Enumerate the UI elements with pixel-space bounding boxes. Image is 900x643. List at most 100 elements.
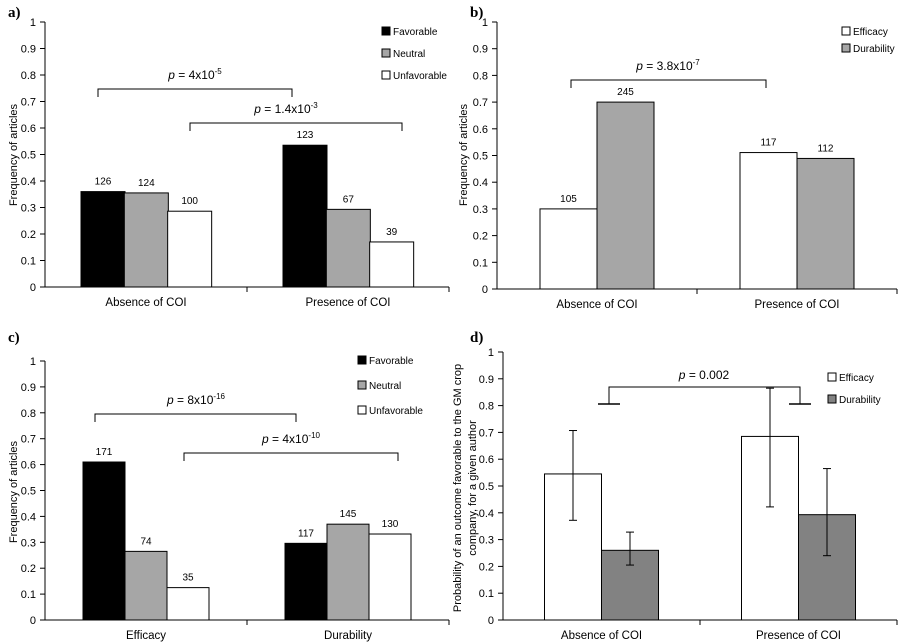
y-tick-label: 0.9 — [21, 44, 36, 56]
data-label-durability-absence-of-coi: 245 — [617, 87, 634, 98]
x-tick-label-absence-of-coi: Absence of COI — [561, 630, 642, 642]
data-label-favorable-durability: 117 — [298, 528, 314, 539]
y-tick-label: 0.5 — [21, 150, 36, 162]
data-label-efficacy-absence-of-coi: 105 — [560, 194, 577, 205]
bar-favorable-efficacy — [82, 461, 126, 621]
legend-swatch-neutral — [357, 380, 367, 390]
legend-label-durability: Durability — [853, 44, 895, 55]
legend-label-efficacy: Efficacy — [839, 373, 874, 384]
y-tick-label: 0.2 — [21, 563, 36, 575]
y-tick-label: 0.3 — [479, 535, 494, 547]
bar-neutral-absence-of-coi — [123, 192, 169, 288]
y-tick-label: 0.8 — [473, 70, 488, 82]
y-tick-label: 0.1 — [479, 588, 494, 600]
panel-a-label: a) — [8, 5, 21, 21]
y-tick-label: 0.8 — [21, 70, 36, 82]
legend-swatch-efficacy — [827, 372, 837, 382]
data-label-unfavorable-durability: 130 — [382, 519, 399, 530]
y-tick-label: 1 — [488, 347, 494, 359]
legend-label-favorable: Favorable — [369, 356, 414, 367]
panel-c-label: c) — [8, 330, 20, 346]
p-value-annotation-2: p = 1.4x10-3 — [253, 101, 318, 116]
y-tick-label: 0.5 — [21, 486, 36, 498]
legend-swatch-neutral — [381, 48, 391, 58]
y-tick-label: 0 — [488, 615, 494, 627]
y-tick-label: 0.7 — [21, 97, 36, 109]
data-label-favorable-presence-of-coi: 123 — [297, 130, 314, 141]
y-tick-label: 0.3 — [473, 204, 488, 216]
y-tick-label: 0.2 — [21, 229, 36, 241]
y-tick-label: 1 — [30, 17, 36, 29]
x-tick-label-presence-of-coi: Presence of COI — [756, 630, 841, 642]
panel-d: d) Probability of an outcome favorable t… — [452, 330, 898, 642]
y-tick-label: 0.8 — [479, 401, 494, 413]
bar-efficacy-presence-of-coi — [739, 152, 798, 290]
y-tick-label: 0.9 — [21, 382, 36, 394]
significance-bracket-2 — [189, 122, 403, 131]
x-tick-label-efficacy: Efficacy — [126, 630, 166, 642]
p-value-annotation-1: p = 4x10-5 — [167, 67, 222, 82]
p-value-annotation-1: p = 8x10-16 — [166, 392, 226, 407]
legend-swatch-durability — [841, 43, 851, 53]
data-label-favorable-efficacy: 171 — [96, 447, 113, 458]
y-tick-label: 0.4 — [479, 508, 494, 520]
y-tick-label: 0.5 — [473, 151, 488, 163]
y-tick-label: 0.7 — [21, 434, 36, 446]
significance-bracket-1 — [570, 79, 767, 88]
data-label-neutral-efficacy: 74 — [140, 536, 152, 547]
p-value-annotation-1: p = 3.8x10-7 — [635, 58, 700, 73]
significance-bracket-1 — [608, 386, 801, 404]
y-tick-label: 1 — [30, 356, 36, 368]
y-tick-label: 0.8 — [21, 408, 36, 420]
bar-unfavorable-presence-of-coi — [369, 241, 415, 288]
y-tick-label: 0 — [482, 284, 488, 296]
data-label-favorable-absence-of-coi: 126 — [95, 177, 112, 188]
x-tick-label-absence-of-coi: Absence of COI — [105, 297, 186, 309]
y-tick-label: 0.1 — [21, 256, 36, 268]
panel-b-label: b) — [470, 5, 483, 21]
y-tick-label: 0.3 — [21, 203, 36, 215]
legend-swatch-favorable — [381, 26, 391, 36]
bar-durability-absence-of-coi — [596, 101, 655, 290]
legend-label-neutral: Neutral — [369, 381, 401, 392]
bar-unfavorable-durability — [368, 533, 412, 621]
data-label-neutral-durability: 145 — [340, 509, 357, 520]
bar-neutral-presence-of-coi — [325, 208, 371, 288]
data-label-unfavorable-presence-of-coi: 39 — [386, 227, 398, 238]
bar-favorable-presence-of-coi — [282, 144, 328, 288]
x-tick-label-presence-of-coi: Presence of COI — [754, 299, 839, 311]
bar-durability-presence-of-coi — [796, 157, 855, 290]
significance-bracket-2 — [183, 452, 399, 461]
bar-favorable-durability — [284, 542, 328, 621]
legend-label-neutral: Neutral — [393, 49, 425, 60]
y-tick-label: 0 — [30, 615, 36, 627]
legend-label-unfavorable: Unfavorable — [393, 71, 447, 82]
bar-efficacy-absence-of-coi — [539, 208, 598, 290]
x-tick-label-durability: Durability — [324, 630, 372, 642]
y-tick-label: 0.2 — [479, 561, 494, 573]
y-tick-label: 0.1 — [21, 589, 36, 601]
data-label-neutral-presence-of-coi: 67 — [343, 194, 355, 205]
y-tick-label: 1 — [482, 17, 488, 29]
panel-a: a) Frequency of articles 0 0.1 0.2 0.3 0.4 0.… — [8, 5, 450, 309]
bar-favorable-absence-of-coi — [80, 191, 126, 288]
y-tick-label: 0.9 — [473, 44, 488, 56]
y-tick-label: 0.6 — [21, 123, 36, 135]
panel-d-label: d) — [470, 330, 483, 346]
legend-label-unfavorable: Unfavorable — [369, 406, 423, 417]
significance-bracket-1 — [97, 88, 293, 97]
y-tick-label: 0.7 — [473, 97, 488, 109]
panel-d-y-axis-title-line2: company, for a given author — [467, 420, 479, 556]
legend-swatch-durability — [827, 394, 837, 404]
data-label-durability-presence-of-coi: 112 — [818, 143, 834, 154]
panel-d-y-axis-title-line1: Probability of an outcome favorable to t… — [452, 364, 464, 612]
y-tick-label: 0.4 — [21, 176, 36, 188]
panel-c-y-axis-title: Frequency of articles — [8, 440, 20, 543]
y-tick-label: 0.6 — [473, 124, 488, 136]
y-tick-label: 0 — [30, 282, 36, 294]
panel-a-y-axis-title: Frequency of articles — [8, 103, 20, 206]
bar-unfavorable-absence-of-coi — [167, 210, 213, 288]
bar-unfavorable-efficacy — [166, 587, 210, 621]
y-tick-label: 0.6 — [479, 454, 494, 466]
